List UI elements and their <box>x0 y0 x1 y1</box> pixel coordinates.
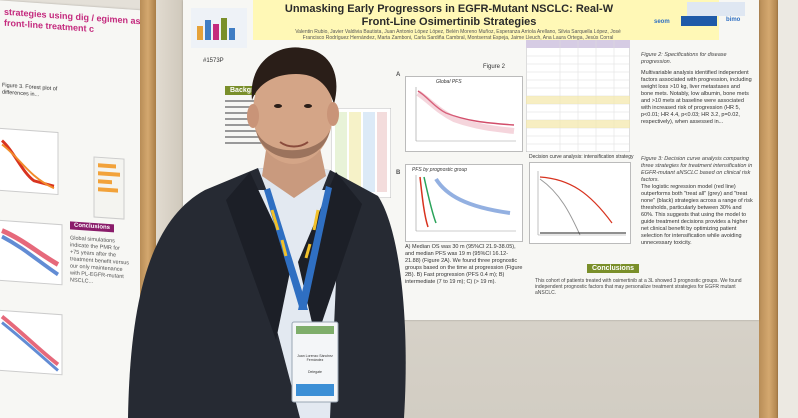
panel-b-chart: PFS by prognostic group <box>405 164 523 242</box>
panel-b-label: B <box>396 170 401 176</box>
poster-title-bar <box>253 0 719 40</box>
panel-a-label: A <box>396 72 401 78</box>
poster-title-line2: Front-Line Osimertinib Strategies <box>361 16 537 28</box>
figure3-caption: Figure 3: Decision curve analysis compar… <box>641 156 753 183</box>
badge-name: Juan Lorenzo Sánchez Fernández <box>297 354 333 362</box>
seom-logo: seom <box>654 19 670 25</box>
figure2-label: Figure 2 <box>483 64 506 70</box>
decision-curve-chart <box>529 162 631 244</box>
panel-a-chart: Global PFS <box>405 76 523 152</box>
bimo-logo: bimo <box>726 17 741 23</box>
left-poster: strategies using dig / egimen as front-l… <box>0 0 142 418</box>
multivariable-text: Multivariable analysis identified indepe… <box>641 70 752 125</box>
poster-authors: Valentin Rubio, Javier Valdivia Bautista… <box>295 29 621 41</box>
hospital-logo <box>681 16 717 26</box>
conference-logo <box>191 8 247 48</box>
panel-a-title: Global PFS <box>436 79 462 85</box>
figure2-caption: Figure 2: Specifications for disease pro… <box>641 52 727 65</box>
poster-title: Unmasking Early Progressors in EGFR-Muta… <box>259 3 639 29</box>
right-frame-post <box>759 0 779 418</box>
poster-id: #1573P <box>203 58 224 64</box>
left-poster-charts <box>0 127 125 376</box>
poster-title-line1: Unmasking Early Progressors in EGFR-Muta… <box>284 3 614 15</box>
background-head: Background <box>225 86 276 95</box>
decision-curve-title: Decision curve analysis: intensification… <box>529 154 634 160</box>
logistic-regression-text: The logistic regression model (red line)… <box>641 184 753 246</box>
sponsor-logos <box>687 2 745 16</box>
badge-role: Delegate <box>307 370 322 374</box>
multivariable-table <box>526 40 630 152</box>
conclusions-head: Conclusions <box>587 264 640 273</box>
median-survival-text: A) Median OS was 30 m (95%CI 21.9-38.05)… <box>405 244 523 285</box>
panel-b-title: PFS by prognostic group <box>412 167 468 173</box>
conclusions-text: This cohort of patients treated with osi… <box>535 278 742 296</box>
right-poster-edge <box>778 0 798 418</box>
